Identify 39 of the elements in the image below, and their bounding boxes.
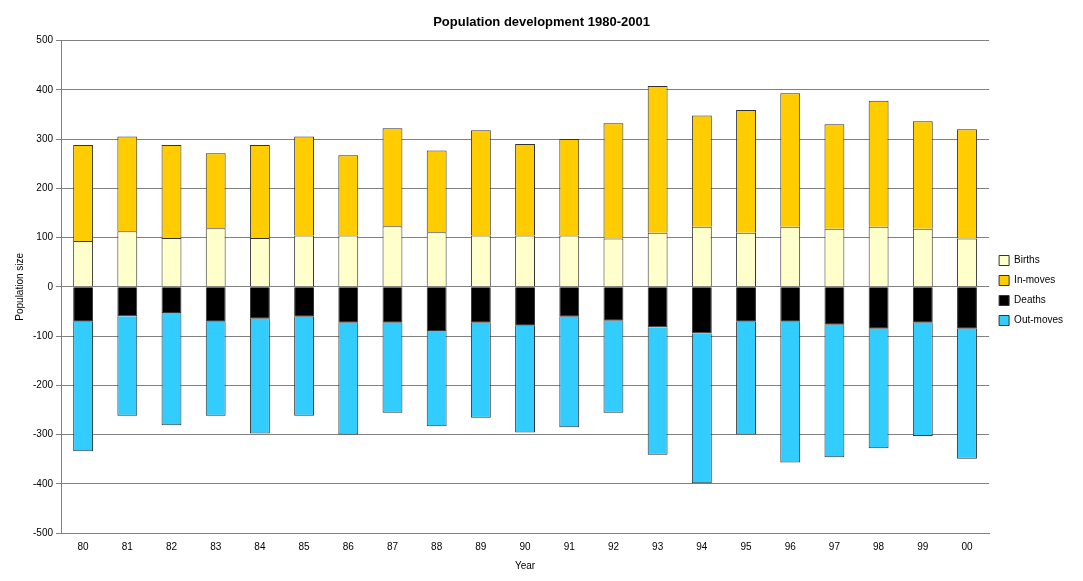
x-tick-label: 92 bbox=[607, 540, 620, 552]
x-tick-label: 00 bbox=[961, 540, 973, 552]
y-tick-label: -400 bbox=[33, 477, 54, 489]
y-tick-label: 300 bbox=[36, 132, 54, 144]
x-tick-label: 97 bbox=[828, 540, 841, 552]
y-tick-label: -300 bbox=[33, 428, 54, 440]
y-tick-label: 0 bbox=[47, 280, 54, 292]
x-tick-label: 95 bbox=[740, 540, 753, 552]
x-tick-label: 93 bbox=[652, 540, 664, 552]
x-tick-label: 81 bbox=[121, 540, 134, 552]
x-tick-label: 85 bbox=[298, 540, 311, 552]
x-tick-label: 84 bbox=[254, 540, 266, 552]
legend-label: Out-moves bbox=[1014, 314, 1063, 326]
x-tick-label: 82 bbox=[165, 540, 178, 552]
y-tick-label: 400 bbox=[36, 83, 54, 95]
x-tick-label: 91 bbox=[563, 540, 576, 552]
legend-label: Births bbox=[1014, 254, 1040, 266]
y-tick-label: 500 bbox=[36, 34, 54, 46]
y-tick-label: 200 bbox=[36, 182, 54, 194]
x-axis-title: Year bbox=[514, 559, 536, 571]
legend-label: Deaths bbox=[1014, 294, 1046, 306]
x-tick-label: 87 bbox=[386, 540, 399, 552]
x-tick-label: 99 bbox=[917, 540, 929, 552]
y-axis-title: Population size bbox=[13, 252, 25, 321]
y-tick-label: 100 bbox=[36, 231, 54, 243]
x-tick-label: 88 bbox=[431, 540, 443, 552]
legend-label: In-moves bbox=[1014, 274, 1056, 286]
x-tick-label: 96 bbox=[784, 540, 797, 552]
y-tick-label: -100 bbox=[33, 329, 54, 341]
y-tick-label: -200 bbox=[33, 379, 54, 391]
x-tick-label: 90 bbox=[519, 540, 532, 552]
chart-title: Population development 1980-2001 bbox=[433, 14, 650, 30]
x-tick-label: 86 bbox=[342, 540, 355, 552]
x-tick-label: 89 bbox=[475, 540, 487, 552]
x-tick-label: 94 bbox=[696, 540, 708, 552]
x-tick-label: 83 bbox=[210, 540, 222, 552]
x-tick-label: 98 bbox=[873, 540, 885, 552]
x-tick-label: 80 bbox=[77, 540, 90, 552]
y-tick-label: -500 bbox=[33, 526, 54, 538]
